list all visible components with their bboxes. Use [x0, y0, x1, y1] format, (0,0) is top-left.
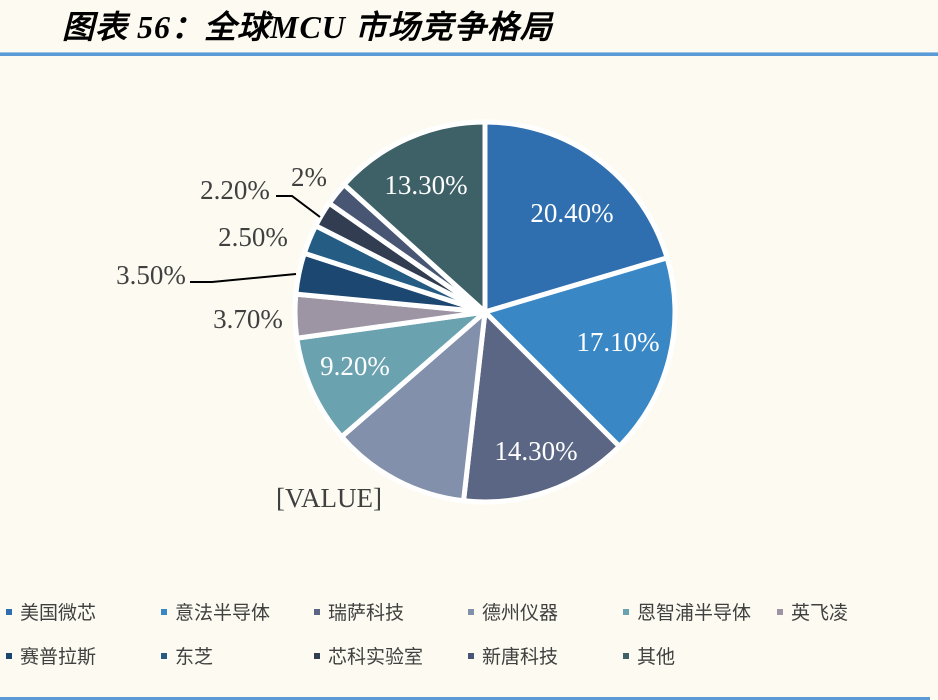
legend-item-toshiba: 东芝 [155, 642, 213, 669]
title-divider [0, 52, 938, 56]
legend-item-others: 其他 [617, 642, 675, 669]
pie-slice [482, 255, 678, 449]
pie-slice [482, 119, 670, 315]
legend-label: 恩智浦半导体 [637, 602, 752, 624]
legend-marker [6, 652, 12, 659]
bottom-divider [0, 697, 930, 700]
legend-label: 芯科实验室 [328, 646, 424, 668]
legend-label: 德州仪器 [482, 602, 559, 624]
slice-data-label: 3.70% [213, 304, 283, 334]
chart-title: 图表 56：全球MCU 市场竞争格局 [62, 9, 553, 45]
legend-marker [623, 608, 629, 615]
pie-slice [341, 119, 488, 315]
legend-item-cypress: 赛普拉斯 [0, 642, 96, 669]
legend-item-nuvoton: 新唐科技 [462, 642, 558, 669]
legend-marker [468, 652, 474, 659]
legend-label: 赛普拉斯 [20, 646, 97, 668]
legend-label: 新唐科技 [482, 646, 559, 668]
leader-line [276, 195, 321, 218]
slice-data-label: 14.30% [494, 436, 577, 466]
slice-data-label: 2% [291, 162, 327, 192]
slice-data-label: 2.20% [200, 175, 270, 205]
slice-data-label: 20.40% [530, 198, 613, 228]
legend-marker [6, 608, 12, 615]
legend-item-ti: 德州仪器 [462, 598, 558, 625]
leader-line [190, 273, 297, 283]
legend-item-nxp: 恩智浦半导体 [617, 598, 751, 625]
legend-marker [623, 652, 629, 659]
slice-data-label: 2.50% [218, 222, 288, 252]
slice-data-label: 9.20% [320, 351, 390, 381]
slice-data-label: [VALUE] [276, 483, 382, 513]
legend-item-infineon: 英飞凌 [771, 598, 848, 625]
legend-item-microchip: 美国微芯 [0, 598, 96, 625]
legend-marker [314, 652, 320, 659]
legend-label: 意法半导体 [175, 602, 271, 624]
slice-data-label: 13.30% [384, 170, 467, 200]
legend-label: 英飞凌 [791, 602, 849, 624]
legend-marker [161, 608, 167, 615]
pie-chart: 20.40% 17.10% 14.30% [VALUE] 9.20% 3.70% 3.50%… [116, 119, 678, 513]
legend-label: 东芝 [175, 646, 214, 668]
chart-legend: 美国微芯 意法半导体 瑞萨科技 德州仪器 恩智浦半导体 英飞凌 赛普拉斯 东芝 … [0, 596, 938, 686]
legend-marker [468, 608, 474, 615]
pie-slice [339, 309, 488, 504]
legend-label: 其他 [637, 646, 676, 668]
legend-marker [161, 652, 167, 659]
legend-item-silicon-labs: 芯科实验室 [308, 642, 423, 669]
pie-slice [461, 309, 622, 505]
legend-marker [314, 608, 320, 615]
legend-label: 瑞萨科技 [328, 602, 405, 624]
legend-item-renesas: 瑞萨科技 [308, 598, 404, 625]
slice-data-label: 3.50% [116, 260, 186, 290]
legend-item-st: 意法半导体 [155, 598, 270, 625]
legend-label: 美国微芯 [20, 602, 97, 624]
slice-data-label: 17.10% [576, 327, 659, 357]
pie-slice [294, 309, 488, 440]
legend-marker [777, 608, 783, 615]
